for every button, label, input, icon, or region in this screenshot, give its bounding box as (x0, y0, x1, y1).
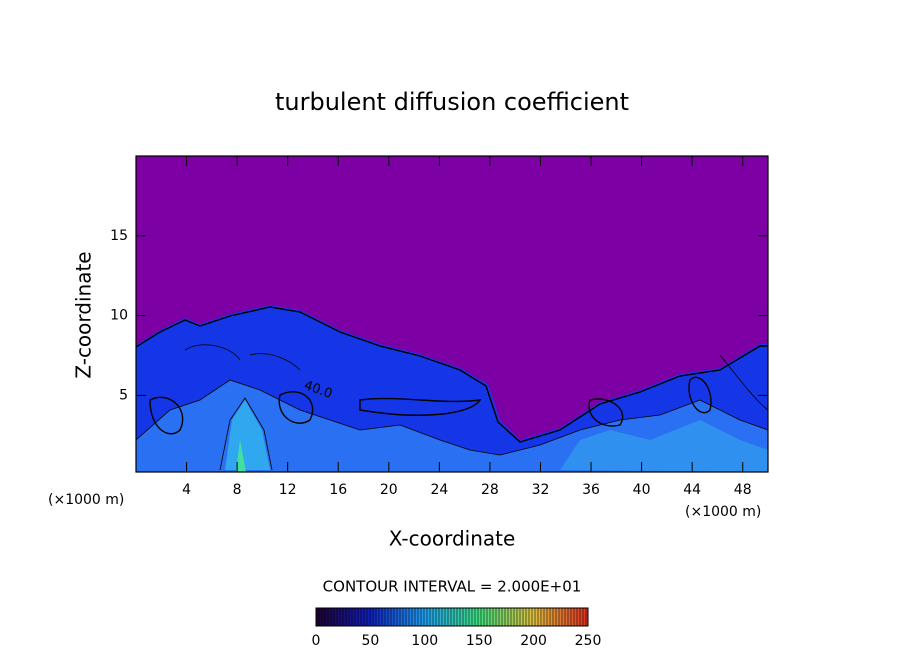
x-unit-label: (×1000 m) (685, 504, 761, 520)
x-tick-label: 24 (430, 482, 448, 498)
colorbar-tick-label: 200 (520, 633, 547, 649)
chart-title: turbulent diffusion coefficient (275, 88, 629, 116)
x-tick-label: 32 (532, 482, 550, 498)
contour-field (136, 156, 768, 472)
y-axis-label: Z-coordinate (72, 251, 96, 378)
x-tick-label: 28 (481, 482, 499, 498)
x-axis-label: X-coordinate (389, 527, 516, 551)
plot-frame (135, 155, 769, 473)
colorbar-tick-label: 150 (466, 633, 493, 649)
y-unit-label: (×1000 m) (48, 492, 124, 508)
x-tick-label: 20 (380, 482, 398, 498)
x-tick-label: 16 (329, 482, 347, 498)
x-tick-label: 8 (233, 482, 242, 498)
x-tick-label: 12 (279, 482, 297, 498)
colorbar-tick-label: 0 (312, 633, 321, 649)
colorbar-tick-label: 250 (575, 633, 602, 649)
y-tick-label: 10 (110, 308, 128, 324)
x-tick-label: 36 (582, 482, 600, 498)
x-tick-label: 40 (633, 482, 651, 498)
x-tick-label: 4 (182, 482, 191, 498)
y-tick-label: 5 (119, 387, 128, 403)
colorbar-frame (315, 607, 589, 627)
x-tick-label: 48 (734, 482, 752, 498)
x-tick-label: 44 (683, 482, 701, 498)
colorbar-title: CONTOUR INTERVAL = 2.000E+01 (323, 578, 582, 596)
y-tick-label: 15 (110, 228, 128, 244)
colorbar-tick-label: 100 (411, 633, 438, 649)
colorbar-tick-label: 50 (361, 633, 379, 649)
